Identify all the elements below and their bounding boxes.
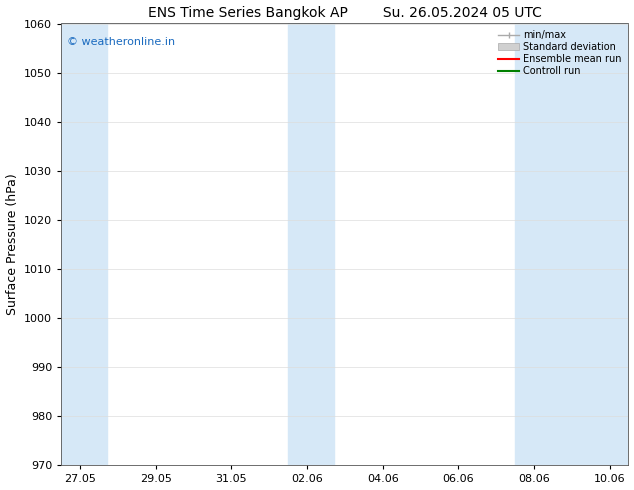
Bar: [61, 24, 107, 465]
Text: © weatheronline.in: © weatheronline.in: [67, 37, 175, 47]
Legend: min/max, Standard deviation, Ensemble mean run, Controll run: min/max, Standard deviation, Ensemble me…: [494, 26, 626, 80]
Title: ENS Time Series Bangkok AP        Su. 26.05.2024 05 UTC: ENS Time Series Bangkok AP Su. 26.05.202…: [148, 5, 542, 20]
Y-axis label: Surface Pressure (hPa): Surface Pressure (hPa): [6, 173, 18, 316]
Bar: [515, 24, 628, 465]
Bar: [288, 24, 333, 465]
